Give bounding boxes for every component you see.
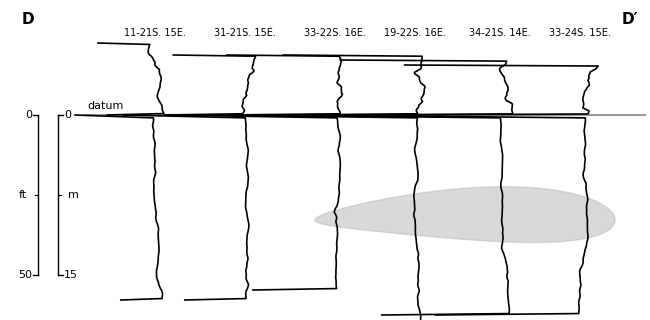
Text: 15: 15 bbox=[64, 270, 78, 280]
Text: 31-21S. 15E.: 31-21S. 15E. bbox=[214, 28, 276, 38]
Text: m: m bbox=[68, 190, 79, 200]
Text: 33-22S. 16E.: 33-22S. 16E. bbox=[304, 28, 366, 38]
Text: datum: datum bbox=[87, 101, 124, 111]
Polygon shape bbox=[315, 187, 615, 243]
Text: 34-21S. 14E.: 34-21S. 14E. bbox=[469, 28, 531, 38]
Text: 33-24S. 15E.: 33-24S. 15E. bbox=[549, 28, 611, 38]
Text: 50: 50 bbox=[18, 270, 32, 280]
Text: ft: ft bbox=[19, 190, 27, 200]
Text: 0: 0 bbox=[64, 110, 71, 120]
Text: 11-21S. 15E.: 11-21S. 15E. bbox=[124, 28, 186, 38]
Text: D: D bbox=[22, 12, 34, 27]
Text: 0: 0 bbox=[25, 110, 32, 120]
Text: D′: D′ bbox=[621, 12, 638, 27]
Text: 19-22S. 16E.: 19-22S. 16E. bbox=[384, 28, 446, 38]
